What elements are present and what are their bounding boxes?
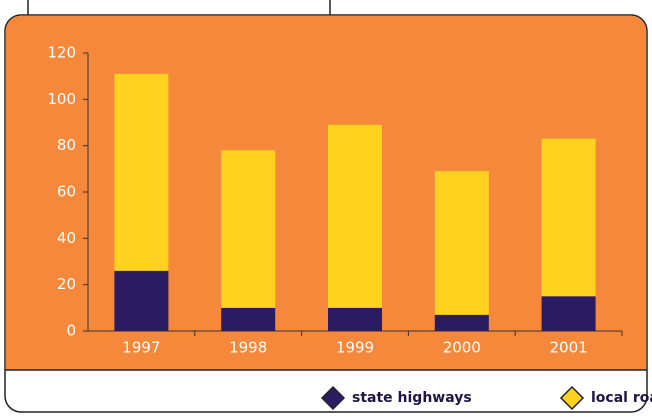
legend-swatch <box>559 385 585 411</box>
legend-label: state highways <box>352 390 472 406</box>
x-tick-label: 1999 <box>336 339 374 357</box>
bar-segment <box>541 138 596 297</box>
y-tick-label: 20 <box>57 275 76 293</box>
bar-segment <box>114 73 169 271</box>
bar-segment <box>221 150 276 308</box>
legend-label: local roads <box>591 390 652 406</box>
y-tick-label: 40 <box>57 229 76 247</box>
y-tick-label: 80 <box>57 136 76 154</box>
y-tick-label: 0 <box>66 322 76 340</box>
bar-segment <box>434 314 489 331</box>
bar-segment <box>328 124 382 308</box>
x-tick-label: 2000 <box>443 339 481 357</box>
x-tick-label: 2001 <box>550 339 588 357</box>
legend-swatch <box>320 385 346 411</box>
y-tick-label: 120 <box>47 44 76 62</box>
bar-segment <box>328 307 382 331</box>
bar-segment <box>541 296 596 331</box>
y-tick-label: 60 <box>57 183 76 201</box>
x-tick-label: 1998 <box>229 339 267 357</box>
bar-segment <box>221 307 276 331</box>
bar-segment <box>434 171 489 315</box>
y-tick-label: 100 <box>47 90 76 108</box>
frame-top <box>27 0 331 15</box>
x-tick-label: 1997 <box>122 339 160 357</box>
bar-segment <box>114 270 169 331</box>
